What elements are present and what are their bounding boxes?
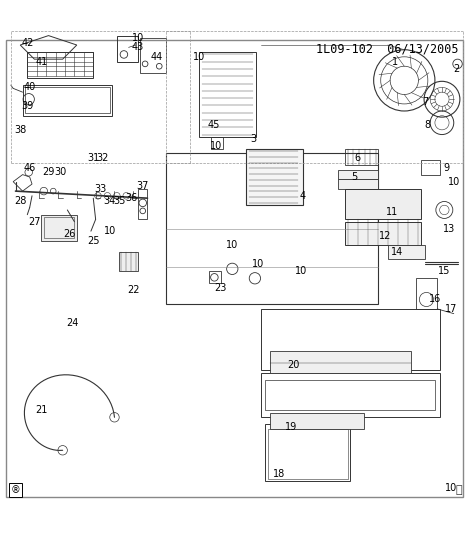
Bar: [270, 413, 364, 429]
Text: ⧧: ⧧: [455, 486, 462, 495]
Text: 1L09-102  06/13/2005: 1L09-102 06/13/2005: [316, 43, 458, 55]
Bar: [261, 373, 439, 417]
Bar: [421, 160, 439, 175]
Text: 40: 40: [24, 83, 36, 92]
Text: ®: ®: [10, 486, 20, 495]
Text: 39: 39: [21, 101, 34, 111]
Bar: [338, 170, 378, 179]
Text: 29: 29: [42, 167, 55, 177]
Bar: [270, 351, 411, 373]
Text: 34: 34: [104, 196, 116, 206]
Text: 9: 9: [444, 163, 450, 173]
Text: 10: 10: [294, 266, 307, 276]
Text: 22: 22: [127, 285, 139, 295]
Text: 10: 10: [445, 483, 457, 493]
Text: 13: 13: [443, 224, 455, 234]
Text: 30: 30: [54, 167, 66, 177]
Text: 10: 10: [193, 52, 205, 62]
Text: 36: 36: [125, 193, 137, 203]
Text: 43: 43: [132, 43, 144, 52]
Text: 16: 16: [429, 295, 441, 304]
Text: 44: 44: [151, 52, 163, 62]
Text: 19: 19: [285, 422, 297, 432]
Bar: [44, 217, 74, 238]
Bar: [211, 137, 223, 149]
Text: 42: 42: [21, 38, 34, 47]
Text: 45: 45: [207, 120, 219, 130]
Text: 24: 24: [66, 318, 78, 328]
Text: 1: 1: [392, 56, 398, 67]
Text: 7: 7: [422, 96, 428, 107]
Text: 3: 3: [250, 134, 256, 144]
Bar: [346, 189, 421, 220]
Bar: [166, 154, 378, 304]
Text: 8: 8: [425, 120, 431, 130]
Text: 25: 25: [87, 236, 100, 246]
Bar: [416, 278, 438, 309]
Text: 32: 32: [97, 153, 109, 163]
Text: 46: 46: [24, 163, 36, 173]
Text: 31: 31: [87, 153, 100, 163]
Bar: [265, 379, 435, 410]
Text: 4: 4: [300, 191, 306, 201]
Bar: [25, 87, 110, 114]
Text: 28: 28: [14, 196, 27, 206]
Bar: [209, 271, 220, 283]
Text: 18: 18: [273, 469, 285, 479]
Text: 35: 35: [113, 196, 126, 206]
Text: 10: 10: [132, 33, 144, 43]
Text: 10: 10: [447, 176, 460, 187]
Text: 14: 14: [391, 247, 403, 257]
Text: 10: 10: [226, 240, 238, 251]
Text: 15: 15: [438, 266, 450, 276]
Text: 10: 10: [210, 141, 222, 151]
Bar: [41, 215, 77, 240]
Bar: [338, 179, 378, 189]
Text: 21: 21: [35, 405, 47, 415]
Bar: [265, 424, 350, 481]
Text: 33: 33: [94, 184, 107, 194]
Text: 27: 27: [28, 217, 41, 227]
Bar: [27, 52, 93, 78]
Text: 38: 38: [14, 125, 27, 135]
Bar: [388, 245, 426, 260]
Bar: [261, 309, 439, 370]
Text: 12: 12: [379, 231, 392, 241]
Text: 41: 41: [36, 56, 47, 67]
Text: 10: 10: [252, 259, 264, 269]
Text: 37: 37: [137, 181, 149, 191]
Text: 26: 26: [64, 229, 76, 238]
Bar: [199, 52, 256, 137]
Text: 6: 6: [354, 153, 360, 163]
Bar: [119, 252, 138, 271]
Bar: [140, 38, 166, 74]
Bar: [117, 36, 138, 61]
Text: 11: 11: [386, 207, 399, 217]
Bar: [268, 429, 348, 479]
Bar: [23, 85, 112, 116]
Bar: [346, 222, 421, 245]
Text: 2: 2: [453, 63, 459, 74]
Bar: [138, 189, 147, 220]
Text: 10: 10: [104, 226, 116, 236]
Bar: [246, 149, 303, 205]
Text: 23: 23: [214, 282, 227, 293]
Bar: [346, 149, 378, 165]
Text: 5: 5: [352, 172, 358, 182]
Text: 17: 17: [445, 304, 457, 314]
Text: 20: 20: [287, 360, 300, 370]
